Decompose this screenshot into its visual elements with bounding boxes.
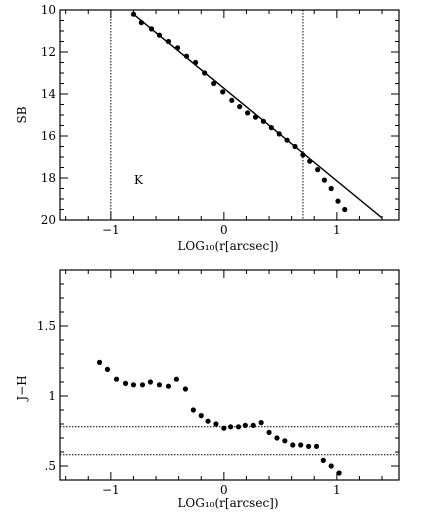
sb-data-point [284, 137, 290, 143]
color-x-tick-label: 0 [220, 483, 228, 497]
color-data-point [306, 443, 312, 449]
sb-data-point [165, 38, 172, 45]
color-data-point [96, 359, 103, 365]
sb-data-point [174, 45, 181, 51]
color-data-point [313, 443, 320, 449]
sb-y-tick-label: 20 [41, 213, 56, 227]
color-data-point [190, 407, 196, 413]
color-data-point [290, 442, 296, 448]
color-data-point [221, 425, 227, 431]
color-data-point [173, 376, 179, 382]
sb-data-point [244, 110, 251, 116]
band-label-k: K [134, 173, 144, 187]
color-x-tick-label: −1 [102, 483, 120, 497]
sb-data-point [315, 167, 321, 173]
sb-y-tick-label: 12 [41, 45, 56, 59]
sb-data-point [229, 97, 235, 103]
color-data-point [113, 376, 120, 382]
sb-x-tick-label: −1 [102, 223, 120, 237]
sb-data-point [292, 143, 298, 150]
color-data-point [104, 366, 111, 372]
sb-data-point [148, 26, 155, 32]
color-data-point [139, 382, 146, 388]
color-y-tick-label: 1 [48, 389, 56, 403]
color-data-point [156, 382, 163, 388]
sb-y-tick-label: 10 [41, 3, 56, 17]
sb-y-axis-label: SB [15, 106, 29, 123]
sb-data-point [237, 104, 243, 110]
color-data-point [198, 413, 204, 419]
color-data-point [328, 463, 334, 469]
sb-data-point [138, 20, 144, 26]
sb-data-point [328, 185, 334, 192]
sb-data-point [220, 89, 226, 95]
sb-data-point [183, 53, 190, 59]
surface-brightness-panel: −1 0 1 10 12 14 16 18 20 K SB LOG₁₀(r[arcsec]) [15, 3, 400, 253]
color-data-point [228, 424, 234, 430]
color-data-point [213, 421, 219, 427]
sb-data-point [252, 114, 259, 120]
sb-data-point [300, 152, 306, 158]
color-data-point [250, 422, 256, 428]
sb-data-point [156, 32, 163, 38]
sb-x-tick-label: 1 [333, 223, 341, 237]
sb-data-point [342, 206, 348, 213]
color-data-point [274, 435, 280, 441]
color-plot-frame [59, 269, 400, 481]
color-data-point [320, 457, 326, 463]
color-data-point [130, 382, 137, 388]
color-data-point [122, 380, 129, 386]
sb-data-point [193, 59, 199, 66]
color-data-point [242, 422, 248, 428]
color-data-point [266, 429, 272, 435]
color-data-point [205, 418, 211, 424]
sb-y-tick-label: 14 [41, 87, 57, 101]
color-x-axis-label: LOG₁₀(r[arcsec]) [177, 496, 278, 510]
color-data-point [235, 424, 242, 430]
sb-data-point [276, 131, 282, 137]
color-y-tick-label: .5 [45, 459, 56, 473]
sb-data-point [307, 158, 313, 164]
sb-data-point [202, 70, 208, 76]
sb-data-point [130, 11, 137, 17]
color-y-axis-label: J−H [15, 375, 29, 402]
sb-y-tick-label: 16 [41, 129, 56, 143]
color-data-point [298, 442, 304, 448]
sb-y-tick-label: 18 [41, 171, 56, 185]
sb-x-axis-label: LOG₁₀(r[arcsec]) [177, 239, 278, 253]
color-panel: −1 0 1.511.5 J−H LOG₁₀(r[arcsec]) [15, 269, 400, 510]
color-data-point [165, 383, 172, 389]
sb-data-point [321, 177, 328, 183]
color-data-point [182, 386, 189, 392]
sb-data-point [211, 80, 217, 87]
sb-x-tick-label: 0 [220, 223, 228, 237]
color-y-tick-label: 1.5 [37, 319, 56, 333]
color-data-point [258, 420, 264, 426]
sb-data-point [268, 125, 274, 131]
color-data-point [147, 379, 153, 385]
sb-data-point [335, 198, 341, 204]
color-data-point [282, 438, 288, 444]
sb-data-point [260, 118, 266, 124]
color-data-point [336, 470, 342, 476]
color-x-tick-label: 1 [333, 483, 341, 497]
